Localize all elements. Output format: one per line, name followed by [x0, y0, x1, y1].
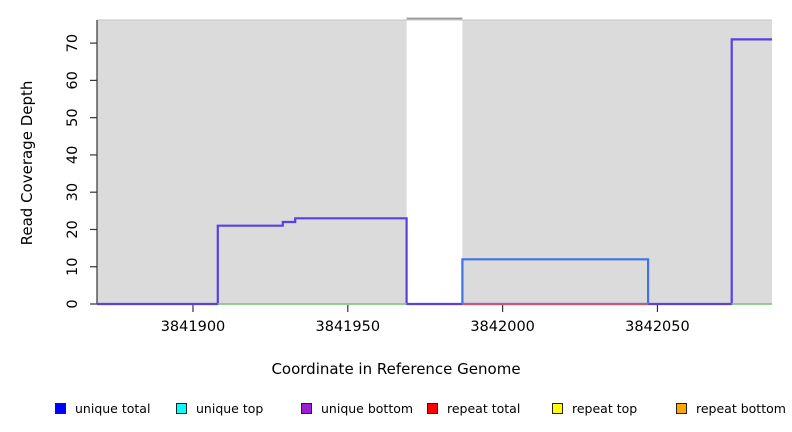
y-tick-label: 70: [65, 34, 81, 52]
legend-swatch-icon: [176, 402, 187, 414]
unique-bottom-coverage-line: [97, 38, 772, 306]
legend-swatch-icon: [301, 402, 312, 414]
y-tick-label: 50: [65, 108, 81, 126]
unique-region-left: [97, 20, 407, 304]
legend-item-repeat-total: repeat total: [427, 399, 520, 417]
unique-region-right: [462, 20, 772, 304]
x-tick-label: 3841950: [316, 319, 381, 335]
y-tick-label: 40: [65, 146, 81, 164]
y-tick-label: 0: [65, 299, 81, 308]
legend-swatch-icon: [552, 402, 563, 414]
legend-label: repeat total: [447, 400, 521, 416]
legend-item-unique-bottom: unique bottom: [301, 399, 413, 417]
legend-swatch-icon: [55, 402, 66, 414]
legend: unique total unique top unique bottom repea…: [0, 399, 792, 423]
x-tick-label: 3841900: [161, 319, 226, 335]
x-tick-label: 3842000: [470, 319, 535, 335]
y-axis-title: Read Coverage Depth: [18, 80, 36, 246]
x-axis-title: Coordinate in Reference Genome: [271, 360, 521, 378]
y-tick-label: 30: [65, 183, 81, 201]
legend-item-repeat-top: repeat top: [552, 399, 637, 417]
legend-label: unique top: [196, 400, 264, 416]
legend-item-repeat-bottom: repeat bottom: [676, 399, 786, 417]
unique-total-coverage-line: [461, 258, 650, 304]
legend-label: repeat top: [572, 400, 638, 416]
y-tick-label: 10: [65, 258, 81, 276]
legend-swatch-icon: [427, 402, 438, 414]
legend-label: unique total: [75, 400, 151, 416]
x-tick-label: 3842050: [625, 319, 690, 335]
legend-label: repeat bottom: [696, 400, 786, 416]
legend-swatch-icon: [676, 402, 687, 414]
legend-label: unique bottom: [321, 400, 414, 416]
y-tick-label: 60: [65, 71, 81, 89]
legend-item-unique-top: unique top: [176, 399, 263, 417]
y-tick-label: 20: [65, 220, 81, 238]
legend-item-unique-total: unique total: [55, 399, 150, 417]
